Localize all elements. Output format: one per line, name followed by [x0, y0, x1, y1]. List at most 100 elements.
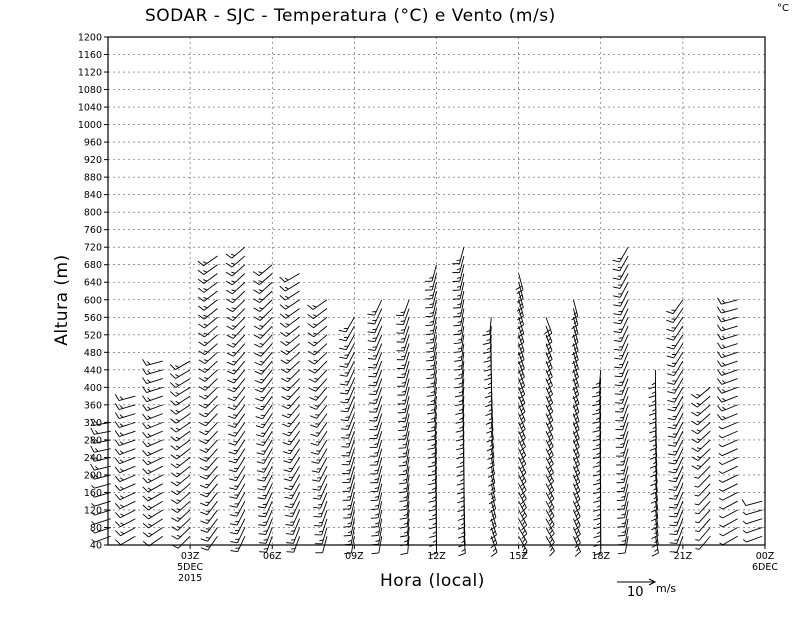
wind-barb	[338, 325, 355, 342]
wind-barb-feather	[147, 370, 151, 374]
wind-barb-feather	[142, 495, 149, 502]
wind-barb-feather	[142, 431, 148, 439]
wind-barb-feather	[519, 329, 523, 333]
wind-barb-shaft	[259, 290, 273, 303]
wind-barb-shaft	[232, 299, 246, 313]
wind-barb-feather	[482, 333, 490, 337]
wind-barb-shaft	[461, 361, 465, 378]
wind-barb-feather	[345, 416, 350, 418]
wind-barb	[571, 334, 579, 356]
wind-barb-shaft	[459, 255, 465, 273]
wind-barb	[255, 395, 273, 411]
wind-barb-feather	[667, 408, 675, 412]
wind-barb-feather	[666, 337, 674, 341]
wind-barb-feather	[402, 417, 407, 420]
wind-barb-feather	[231, 271, 236, 274]
wind-barb-feather	[457, 303, 462, 306]
wind-barb-shaft	[376, 439, 383, 457]
wind-barb	[258, 518, 273, 535]
wind-barb-shaft	[350, 518, 355, 536]
y-tick-label: 760	[84, 225, 102, 236]
wind-barb	[370, 483, 383, 502]
wind-barb-shaft	[431, 282, 437, 299]
wind-barb-feather	[596, 478, 601, 482]
wind-barb-feather	[309, 396, 317, 401]
wind-barb-feather	[142, 477, 149, 484]
wind-barb-feather	[695, 548, 700, 550]
wind-barb-feather	[522, 503, 526, 508]
wind-barb-shaft	[622, 439, 629, 457]
wind-barb-feather	[457, 500, 465, 504]
wind-barb-feather	[517, 333, 524, 338]
wind-barb	[614, 387, 629, 404]
wind-barb-feather	[489, 426, 493, 430]
wind-barb-feather	[226, 316, 234, 321]
x-tick-label: 18Z	[591, 551, 610, 562]
wind-barb-shaft	[572, 360, 579, 378]
wind-barb-shaft	[518, 317, 525, 334]
wind-barb-feather	[400, 320, 405, 322]
wind-barb-feather	[90, 427, 95, 435]
wind-barb-feather	[718, 497, 723, 501]
wind-barb-shaft	[619, 255, 629, 271]
wind-barb-feather	[280, 368, 288, 374]
wind-barb	[668, 483, 684, 500]
wind-barb-shaft	[518, 509, 528, 526]
wind-barb-feather	[120, 495, 124, 499]
wind-barb	[199, 483, 218, 498]
wind-barb-feather	[719, 533, 724, 537]
wind-barb-feather	[592, 465, 601, 468]
wind-barb-feather	[313, 516, 321, 518]
wind-barb	[307, 334, 328, 347]
wind-barb-feather	[374, 478, 379, 481]
wind-barb-shaft	[623, 466, 629, 483]
wind-barb-shaft	[697, 448, 711, 461]
wind-barb	[114, 492, 136, 501]
wind-barb-shaft	[459, 273, 465, 291]
x-tick-label: 03Z	[181, 551, 200, 562]
wind-barb-feather	[401, 373, 406, 375]
wind-barb-shaft	[722, 509, 738, 519]
wind-barb-feather	[547, 420, 554, 426]
wind-barb-shaft	[262, 430, 273, 446]
wind-barb-shaft	[147, 483, 163, 493]
wind-barb	[453, 290, 465, 309]
wind-barb-feather	[286, 395, 291, 398]
wind-barb	[545, 448, 554, 470]
wind-barb-shaft	[262, 395, 273, 411]
wind-barb-shaft	[289, 439, 300, 455]
wind-barb	[616, 474, 629, 493]
wind-barb-shaft	[232, 290, 246, 304]
wind-barb-feather	[263, 530, 268, 532]
wind-barb	[490, 536, 498, 557]
wind-barb	[613, 317, 629, 334]
wind-barb-feather	[696, 429, 701, 432]
wind-barb-feather	[652, 461, 657, 465]
wind-barb-feather	[456, 447, 464, 451]
wind-barb-feather	[312, 497, 321, 500]
wind-barb-feather	[455, 438, 464, 442]
wind-barb-shaft	[234, 404, 246, 419]
wind-barb-shaft	[518, 325, 525, 343]
wind-barb-shaft	[545, 500, 555, 517]
wind-barb-shaft	[233, 343, 246, 357]
wind-barb-feather	[175, 383, 180, 386]
wind-barb-feather	[256, 461, 264, 464]
wind-barb-shaft	[234, 413, 246, 428]
wind-barb-feather	[522, 529, 526, 534]
wind-barb	[197, 264, 218, 275]
wind-barb-shaft	[235, 457, 246, 473]
wind-barb-shaft	[264, 483, 273, 500]
wind-barb-shaft	[518, 500, 528, 517]
wind-barb	[452, 273, 465, 291]
wind-barb-feather	[574, 551, 581, 557]
wind-barb-feather	[430, 408, 435, 411]
wind-barb-feather	[285, 533, 294, 535]
wind-barb-feather	[574, 408, 578, 412]
wind-barb-shaft	[403, 317, 410, 334]
wind-barb	[226, 316, 246, 330]
wind-barb	[718, 483, 738, 492]
wind-barb-feather	[284, 487, 292, 491]
wind-barb-feather	[396, 314, 404, 317]
wind-barb-feather	[232, 378, 237, 381]
